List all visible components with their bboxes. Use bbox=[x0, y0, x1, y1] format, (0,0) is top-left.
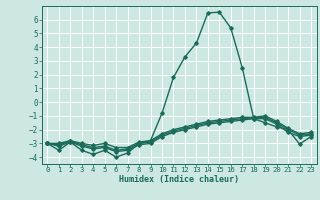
X-axis label: Humidex (Indice chaleur): Humidex (Indice chaleur) bbox=[119, 175, 239, 184]
